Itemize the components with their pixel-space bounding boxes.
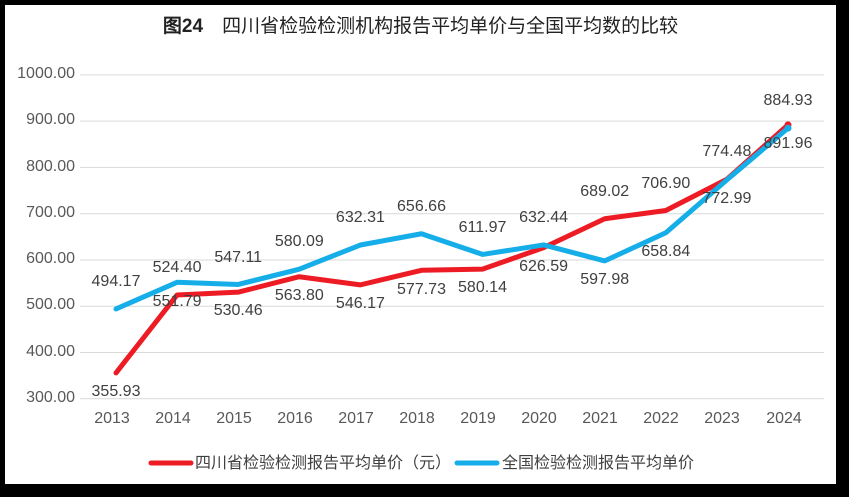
svg-text:四川省检验检测报告平均单价（元）: 四川省检验检测报告平均单价（元） [195, 454, 451, 472]
svg-text:全国检验检测报告平均单价: 全国检验检测报告平均单价 [502, 454, 694, 472]
